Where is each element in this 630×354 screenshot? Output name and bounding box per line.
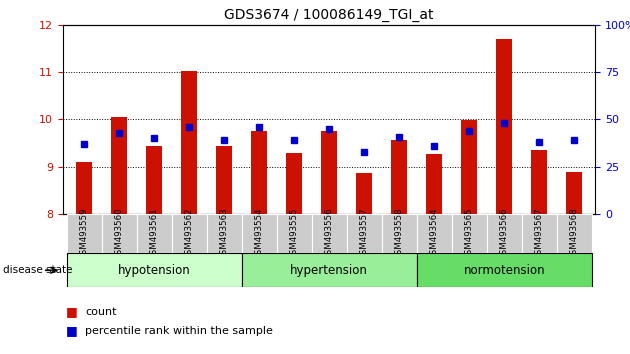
Text: GSM493559: GSM493559 — [79, 207, 88, 260]
Bar — [557, 214, 592, 253]
Bar — [146, 145, 162, 214]
Bar — [357, 172, 372, 214]
Text: hypertension: hypertension — [290, 264, 368, 277]
Bar — [111, 117, 127, 214]
Bar — [566, 172, 582, 214]
Bar — [242, 253, 416, 287]
Bar — [251, 131, 267, 214]
Text: GSM493561: GSM493561 — [149, 207, 159, 260]
Text: ■: ■ — [66, 305, 78, 318]
Bar — [452, 214, 487, 253]
Text: disease state: disease state — [3, 265, 72, 275]
Bar — [461, 120, 477, 214]
Bar — [321, 131, 337, 214]
Bar — [382, 214, 416, 253]
Bar — [532, 150, 547, 214]
Bar — [391, 140, 407, 214]
Text: hypotension: hypotension — [118, 264, 190, 277]
Bar — [312, 214, 347, 253]
Text: GSM493557: GSM493557 — [360, 207, 369, 260]
Bar — [137, 214, 171, 253]
Text: GSM493566: GSM493566 — [500, 207, 509, 260]
Bar — [216, 145, 232, 214]
Text: normotension: normotension — [464, 264, 545, 277]
Bar — [496, 39, 512, 214]
Text: ■: ■ — [66, 325, 78, 337]
Bar — [242, 214, 277, 253]
Bar — [67, 214, 101, 253]
Bar — [67, 253, 242, 287]
Text: percentile rank within the sample: percentile rank within the sample — [85, 326, 273, 336]
Text: GSM493554: GSM493554 — [255, 207, 263, 260]
Text: GSM493555: GSM493555 — [290, 207, 299, 260]
Text: GSM493565: GSM493565 — [465, 207, 474, 260]
Bar — [487, 214, 522, 253]
Text: GSM493560: GSM493560 — [115, 207, 123, 260]
Bar — [522, 214, 557, 253]
Bar — [416, 253, 592, 287]
Text: GSM493567: GSM493567 — [535, 207, 544, 260]
Bar — [76, 162, 92, 214]
Text: GSM493564: GSM493564 — [430, 207, 438, 260]
Bar — [101, 214, 137, 253]
Title: GDS3674 / 100086149_TGI_at: GDS3674 / 100086149_TGI_at — [224, 8, 434, 22]
Bar — [181, 71, 197, 214]
Bar — [286, 153, 302, 214]
Text: count: count — [85, 307, 117, 316]
Bar — [346, 214, 382, 253]
Text: GSM493556: GSM493556 — [324, 207, 334, 260]
Text: GSM493558: GSM493558 — [395, 207, 404, 260]
Bar — [427, 154, 442, 214]
Text: GSM493563: GSM493563 — [220, 207, 229, 260]
Bar — [277, 214, 312, 253]
Text: GSM493562: GSM493562 — [185, 207, 193, 260]
Bar — [207, 214, 242, 253]
Bar — [416, 214, 452, 253]
Bar — [171, 214, 207, 253]
Text: GSM493568: GSM493568 — [570, 207, 579, 260]
